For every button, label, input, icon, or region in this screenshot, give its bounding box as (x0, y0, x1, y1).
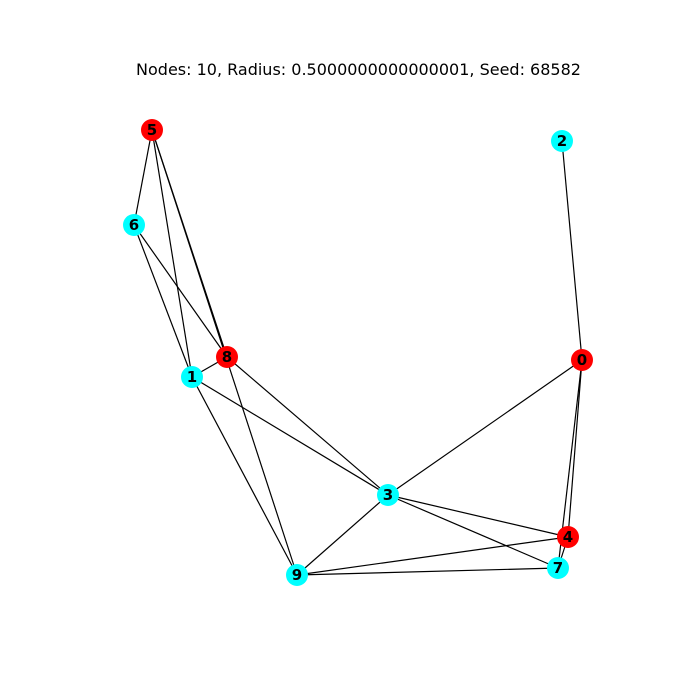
edge-1-9 (191, 376, 298, 576)
edge-0-4 (567, 359, 583, 538)
node-0-label: 0 (577, 351, 587, 369)
edge-9-4 (296, 536, 569, 576)
node-8-circle (216, 346, 238, 368)
node-5-circle (141, 119, 163, 141)
edge-2-0 (561, 140, 583, 361)
node-0: 0 (571, 349, 593, 371)
node-2: 2 (551, 130, 573, 152)
node-9-circle (286, 564, 308, 586)
node-6-circle (123, 214, 145, 236)
node-7-circle (547, 557, 569, 579)
edge-3-7 (387, 494, 559, 569)
edge-3-4 (387, 494, 569, 538)
node-1: 1 (181, 366, 203, 388)
edge-5-1 (151, 129, 193, 378)
node-4-circle (557, 526, 579, 548)
node-2-label: 2 (557, 132, 567, 150)
node-9: 9 (286, 564, 308, 586)
nodes-layer: 0 1 2 3 4 5 6 7 8 9 (123, 119, 593, 586)
edges-layer (133, 129, 583, 576)
node-5-label: 5 (147, 121, 157, 139)
edge-3-9 (296, 494, 389, 576)
node-5: 5 (141, 119, 163, 141)
node-8: 8 (216, 346, 238, 368)
node-4-label: 4 (563, 528, 573, 546)
node-4: 4 (557, 526, 579, 548)
edge-9-7 (296, 567, 559, 576)
edge-0-3 (387, 359, 583, 496)
node-6: 6 (123, 214, 145, 236)
node-8-label: 8 (222, 348, 232, 366)
node-6-label: 6 (129, 216, 139, 234)
node-3-label: 3 (383, 486, 393, 504)
node-3: 3 (377, 484, 399, 506)
node-7: 7 (547, 557, 569, 579)
node-2-circle (551, 130, 573, 152)
edge-8-3 (226, 356, 389, 496)
node-1-circle (181, 366, 203, 388)
node-9-label: 9 (292, 566, 302, 584)
node-0-circle (571, 349, 593, 371)
edge-6-8 (133, 224, 228, 358)
graph-title: Nodes: 10, Radius: 0.5000000000000001, S… (136, 60, 581, 79)
node-3-circle (377, 484, 399, 506)
node-1-label: 1 (187, 368, 197, 386)
edge-1-3 (191, 376, 389, 496)
edge-5-6 (133, 129, 153, 226)
edge-6-1 (133, 224, 193, 378)
node-7-label: 7 (553, 559, 563, 577)
